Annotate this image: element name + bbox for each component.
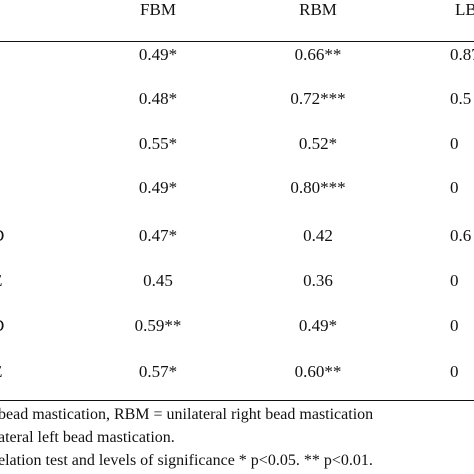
cell-rbm: 0.52* — [298, 134, 338, 153]
cell-rbm: 0.66** — [294, 45, 342, 64]
cell-rbm: 0.60** — [294, 362, 342, 381]
cell-fbm: 0.49* — [138, 178, 178, 197]
cell-lbm: 0 — [450, 134, 459, 153]
footnote-line-1: bead mastication, RBM = unilateral right… — [0, 406, 374, 423]
footnote-line-2: ateral left bead mastication. — [0, 429, 175, 446]
cell-lbm: 0.5 — [450, 89, 472, 108]
cell-lbm: 0 — [450, 178, 459, 197]
cell-fbm: 0.55* — [138, 134, 178, 153]
row-label: D — [0, 316, 4, 336]
row-label: E — [0, 271, 2, 291]
cell-rbm: 0.42 — [303, 226, 333, 245]
cell-fbm: 0.57* — [138, 362, 178, 381]
footnote-line-3: elation test and levels of significance … — [0, 452, 373, 469]
cell-fbm: 0.59** — [134, 316, 182, 335]
row-label: D — [0, 226, 4, 246]
cell-lbm: 0.6 — [450, 226, 472, 245]
cell-lbm: 0.87 — [450, 45, 474, 64]
cell-rbm: 0.49* — [298, 316, 338, 335]
column-header-fbm: FBM — [140, 0, 176, 19]
bottom-rule — [0, 400, 474, 401]
cell-rbm: 0.36 — [303, 271, 333, 290]
cell-lbm: 0 — [450, 316, 459, 335]
cell-fbm: 0.47* — [138, 226, 178, 245]
cell-rbm: 0.80*** — [290, 178, 346, 197]
cell-lbm: 0 — [450, 362, 459, 381]
cell-lbm: 0 — [450, 271, 459, 290]
cell-fbm: 0.48* — [138, 89, 178, 108]
header-rule — [0, 41, 474, 42]
column-header-rbm: RBM — [299, 0, 337, 19]
row-label: E — [0, 362, 2, 382]
column-header-lbm: LB — [455, 0, 474, 19]
cell-rbm: 0.72*** — [290, 89, 346, 108]
cell-fbm: 0.45 — [143, 271, 173, 290]
cell-fbm: 0.49* — [138, 45, 178, 64]
